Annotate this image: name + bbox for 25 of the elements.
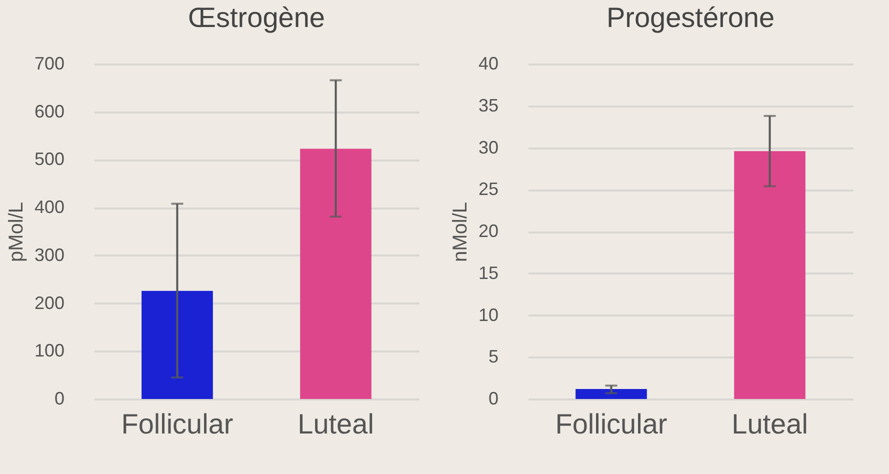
x-tick-label: Luteal xyxy=(732,408,808,440)
x-tick-label: Follicular xyxy=(555,408,668,440)
y-tick-label: 15 xyxy=(478,262,498,283)
y-tick-label: 200 xyxy=(34,292,64,313)
y-tick-label: 400 xyxy=(34,197,64,218)
y-tick-label: 25 xyxy=(478,179,498,200)
y-tick-label: 700 xyxy=(34,54,64,74)
y-tick-label: 0 xyxy=(488,388,498,408)
y-tick-label: 40 xyxy=(478,54,498,74)
y-tick-label: 500 xyxy=(34,149,64,170)
chart-title: Œstrogène xyxy=(188,2,325,33)
y-tick-label: 100 xyxy=(34,340,64,361)
y-tick-label: 0 xyxy=(54,388,64,408)
x-tick-label: Luteal xyxy=(298,408,374,440)
y-tick-label: 35 xyxy=(478,95,498,116)
y-tick-label: 20 xyxy=(478,221,498,241)
y-tick-label: 10 xyxy=(478,304,498,325)
chart-title: Progestérone xyxy=(606,2,775,33)
y-axis-title: nMol/L xyxy=(449,202,472,262)
y-tick-label: 300 xyxy=(34,244,64,265)
y-tick-label: 5 xyxy=(488,346,498,367)
x-tick-label: Follicular xyxy=(121,408,234,440)
y-tick-label: 600 xyxy=(34,101,64,122)
y-tick-label: 30 xyxy=(478,137,498,158)
y-axis-title: pMol/L xyxy=(5,202,28,262)
